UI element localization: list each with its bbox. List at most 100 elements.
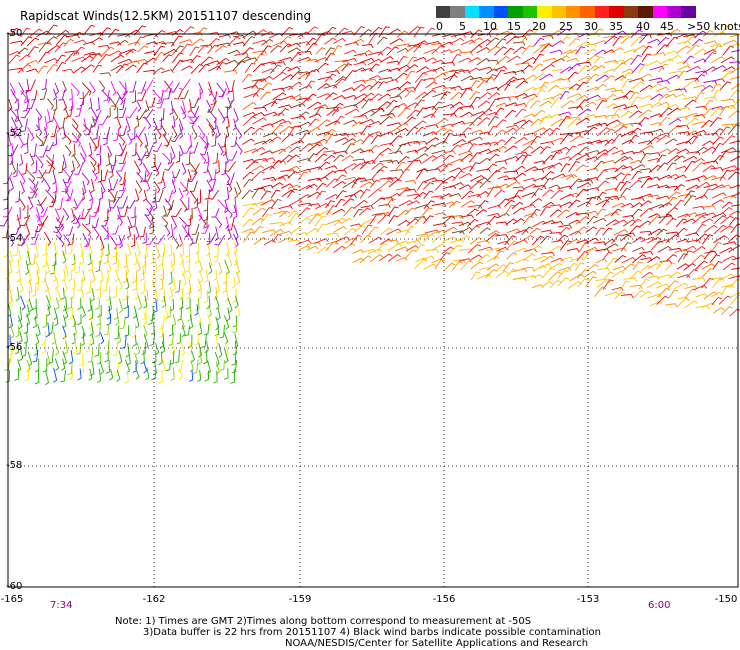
wind-barb [298, 245, 311, 251]
wind-barb [648, 128, 664, 134]
wind-barb [145, 100, 150, 113]
colorbar-label-0: 0 [436, 20, 443, 33]
wind-barb [397, 81, 412, 91]
wind-barb [137, 151, 147, 161]
wind-barb [305, 42, 318, 54]
wind-barb [188, 115, 195, 128]
wind-barb [665, 303, 678, 308]
wind-barb [576, 81, 588, 91]
wind-barb [245, 160, 259, 170]
wind-barb [682, 218, 696, 224]
wind-barb [111, 97, 120, 107]
wind-barb [35, 124, 43, 137]
wind-barb [649, 203, 665, 210]
wind-barb [351, 163, 364, 171]
wind-barb [361, 218, 376, 226]
wind-barb [179, 43, 192, 54]
wind-barb [620, 110, 633, 118]
wind-barb [695, 305, 710, 310]
wind-barb [196, 369, 202, 382]
wind-barb [397, 55, 408, 66]
wind-barb [560, 174, 575, 179]
wind-barb [76, 98, 85, 110]
wind-barb [36, 324, 41, 337]
wind-barb [721, 284, 735, 289]
wind-barb [602, 159, 616, 164]
wind-barb [165, 360, 172, 372]
wind-barb [343, 227, 356, 236]
wind-barb [639, 220, 652, 228]
wind-barb [342, 198, 355, 207]
wind-barb [63, 305, 69, 320]
wind-barb [74, 39, 87, 44]
wind-barb [180, 89, 189, 100]
wind-barb [469, 181, 483, 190]
wind-barb [521, 154, 532, 164]
wind-barb [460, 87, 472, 98]
wind-barb [367, 226, 379, 236]
wind-barb [270, 61, 286, 66]
wind-barb [216, 42, 231, 47]
wind-barb [289, 146, 301, 154]
wind-barb [214, 234, 226, 246]
wind-barb [603, 35, 618, 45]
wind-barb [396, 122, 409, 129]
wind-barb [515, 151, 529, 156]
wind-barb [118, 235, 124, 249]
wind-barb [495, 234, 509, 239]
wind-barb [647, 38, 661, 44]
wind-barb [155, 243, 161, 259]
wind-barb [414, 91, 429, 100]
wind-barb [487, 125, 498, 135]
wind-barb [297, 73, 309, 80]
wind-barb [685, 135, 698, 145]
time-label-start: 7:34 [50, 600, 73, 611]
wind-barb [664, 138, 678, 145]
wind-barb [62, 154, 67, 170]
wind-barb [112, 343, 118, 357]
wind-barb [619, 280, 630, 291]
wind-barb [30, 233, 39, 245]
wind-barb [100, 169, 108, 182]
wind-barb [371, 162, 384, 171]
wind-barb [217, 142, 224, 156]
wind-barb [334, 169, 347, 174]
wind-barb [342, 57, 358, 63]
wind-barb [495, 102, 508, 107]
wind-barb [567, 118, 581, 128]
wind-barb [394, 246, 409, 252]
wind-barb [170, 260, 175, 274]
wind-barb [469, 91, 480, 101]
wind-barb [297, 217, 311, 225]
wind-barb [251, 78, 267, 83]
wind-barb [315, 182, 327, 191]
wind-barb [178, 39, 193, 44]
wind-barb [26, 59, 40, 65]
wind-barb [558, 115, 571, 127]
wind-barb [333, 132, 349, 138]
wind-barb [486, 215, 499, 226]
wind-barb [532, 284, 544, 289]
wind-barb [126, 199, 136, 209]
wind-barb [152, 350, 157, 364]
wind-barb [251, 165, 265, 172]
wind-barb [386, 86, 402, 92]
wind-barb [342, 243, 356, 251]
wind-barb [531, 235, 545, 246]
wind-barb [153, 162, 162, 172]
wind-barb [219, 324, 225, 339]
wind-barb [512, 69, 525, 74]
wind-barb [80, 207, 91, 220]
wind-barb [512, 277, 527, 282]
wind-barb [27, 351, 33, 367]
wind-barb [235, 271, 241, 285]
wind-barb [729, 292, 740, 298]
wind-barb [612, 247, 627, 252]
wind-barb [676, 227, 688, 236]
wind-barb [168, 332, 175, 346]
wind-barb [621, 68, 634, 74]
wind-barb [703, 291, 718, 300]
wind-barb [218, 34, 231, 39]
wind-barb [187, 334, 193, 349]
wind-barb [224, 286, 229, 302]
